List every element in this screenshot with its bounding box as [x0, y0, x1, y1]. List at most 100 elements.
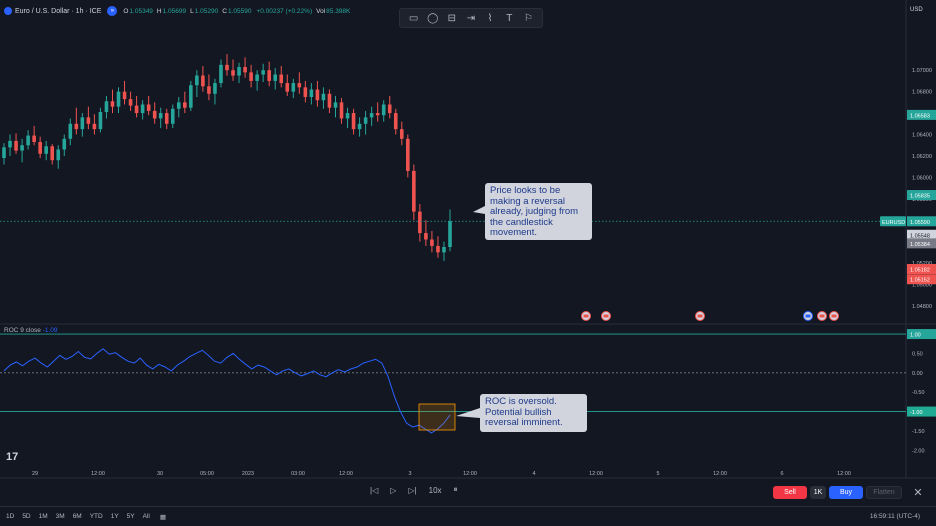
- exit-replay-icon[interactable]: ⏸: [453, 485, 458, 494]
- candle-body[interactable]: [442, 247, 446, 253]
- roc-indicator-label[interactable]: ROC 9 close -1.09: [4, 327, 58, 334]
- price-annotation-note[interactable]: Price looks to be making a reversal alre…: [485, 183, 592, 240]
- candle-body[interactable]: [424, 233, 428, 240]
- candle-body[interactable]: [14, 140, 18, 151]
- candle-body[interactable]: [339, 102, 344, 119]
- candle-body[interactable]: [279, 74, 284, 84]
- candle-body[interactable]: [152, 110, 157, 119]
- timeframe-all[interactable]: All: [142, 513, 150, 520]
- candle-body[interactable]: [297, 83, 302, 88]
- candle-body[interactable]: [430, 239, 434, 246]
- flag-icon[interactable]: ⚐: [523, 12, 533, 24]
- candle-body[interactable]: [176, 102, 181, 109]
- flatten-button[interactable]: Flatten: [866, 486, 902, 499]
- buy-button[interactable]: Buy: [829, 486, 863, 499]
- rectangle-icon[interactable]: ▭: [408, 12, 419, 24]
- candle-body[interactable]: [333, 102, 338, 108]
- candle-body[interactable]: [38, 142, 42, 154]
- candle-body[interactable]: [183, 102, 187, 108]
- quantity-field[interactable]: 1K: [810, 486, 826, 499]
- candle-body[interactable]: [140, 104, 145, 114]
- candle-body[interactable]: [44, 146, 48, 154]
- candle-body[interactable]: [418, 211, 422, 234]
- candle-body[interactable]: [56, 149, 61, 161]
- candle-body[interactable]: [195, 75, 199, 86]
- timeframe-1m[interactable]: 1M: [38, 513, 48, 520]
- candle-body[interactable]: [225, 64, 229, 71]
- candle-body[interactable]: [26, 135, 30, 146]
- jump-start-icon[interactable]: |◁: [370, 485, 379, 495]
- candle-body[interactable]: [387, 104, 392, 114]
- candle-body[interactable]: [237, 67, 241, 76]
- candle-body[interactable]: [158, 113, 163, 119]
- candle-body[interactable]: [170, 108, 175, 124]
- candle-body[interactable]: [357, 123, 362, 130]
- candle-body[interactable]: [255, 74, 259, 81]
- candle-body[interactable]: [116, 91, 121, 107]
- close-icon[interactable]: ✕: [913, 487, 923, 499]
- candle-body[interactable]: [261, 70, 265, 75]
- candle-body[interactable]: [164, 113, 169, 124]
- candle-body[interactable]: [2, 147, 6, 159]
- candle-body[interactable]: [285, 83, 290, 92]
- timeframe-5y[interactable]: 5Y: [126, 513, 135, 520]
- candle-body[interactable]: [291, 83, 296, 92]
- candle-body[interactable]: [381, 104, 386, 116]
- timeframe-3m[interactable]: 3M: [55, 513, 65, 520]
- currency-label[interactable]: USD: [910, 7, 923, 13]
- range-icon[interactable]: ⇥: [466, 12, 476, 24]
- candle-body[interactable]: [393, 113, 398, 130]
- candle-body[interactable]: [128, 99, 133, 106]
- candle-body[interactable]: [436, 245, 440, 253]
- candle-body[interactable]: [303, 87, 308, 97]
- candle-body[interactable]: [122, 91, 127, 100]
- candle-body[interactable]: [412, 170, 416, 212]
- roc-annotation-note[interactable]: ROC is oversold. Potential bullish rever…: [480, 394, 587, 432]
- candle-body[interactable]: [86, 117, 91, 124]
- candle-body[interactable]: [243, 67, 247, 73]
- candle-body[interactable]: [249, 72, 253, 81]
- candle-body[interactable]: [201, 75, 205, 87]
- candle-body[interactable]: [207, 86, 211, 94]
- candle-body[interactable]: [327, 93, 332, 108]
- candle-body[interactable]: [80, 117, 85, 130]
- candle-body[interactable]: [62, 138, 67, 150]
- play-icon[interactable]: ▷: [390, 485, 397, 495]
- candle-body[interactable]: [146, 104, 151, 111]
- tradingview-logo-icon[interactable]: 17: [6, 451, 19, 463]
- candle-body[interactable]: [50, 146, 55, 161]
- text-icon[interactable]: T: [506, 12, 513, 24]
- ruler-icon[interactable]: ⊟: [447, 12, 457, 24]
- candle-body[interactable]: [345, 113, 350, 119]
- candle-body[interactable]: [110, 101, 115, 107]
- fast-forward-icon[interactable]: »: [107, 6, 118, 16]
- candle-body[interactable]: [213, 83, 217, 94]
- clock-display[interactable]: 16:59:11 (UTC-4): [869, 513, 920, 520]
- timeframe-6m[interactable]: 6M: [72, 513, 82, 520]
- candle-body[interactable]: [321, 93, 326, 101]
- replay-speed[interactable]: 10x: [428, 485, 442, 495]
- symbol-title[interactable]: Euro / U.S. Dollar · 1h · ICE: [15, 7, 102, 15]
- candle-body[interactable]: [134, 105, 139, 114]
- calendar-icon[interactable]: ▦: [159, 513, 167, 521]
- candle-body[interactable]: [20, 145, 24, 151]
- timeframe-1y[interactable]: 1Y: [110, 513, 119, 520]
- candle-body[interactable]: [375, 113, 380, 116]
- candle-body[interactable]: [8, 140, 12, 148]
- cursor-line-icon[interactable]: ⌇: [487, 12, 493, 24]
- candle-body[interactable]: [273, 74, 278, 81]
- roc-line[interactable]: [3, 348, 451, 434]
- candle-body[interactable]: [68, 123, 73, 139]
- timeframe-ytd[interactable]: YTD: [89, 513, 103, 520]
- candle-body[interactable]: [351, 113, 356, 130]
- oversold-highlight-box[interactable]: [418, 403, 456, 431]
- candle-body[interactable]: [92, 123, 97, 130]
- candle-body[interactable]: [399, 129, 404, 139]
- sell-button[interactable]: Sell: [773, 486, 807, 499]
- candle-body[interactable]: [32, 135, 36, 142]
- candle-body[interactable]: [363, 117, 368, 124]
- candle-body[interactable]: [74, 123, 79, 130]
- candle-body[interactable]: [98, 112, 103, 130]
- timeframe-1d[interactable]: 1D: [6, 513, 15, 520]
- candle-body[interactable]: [104, 101, 109, 112]
